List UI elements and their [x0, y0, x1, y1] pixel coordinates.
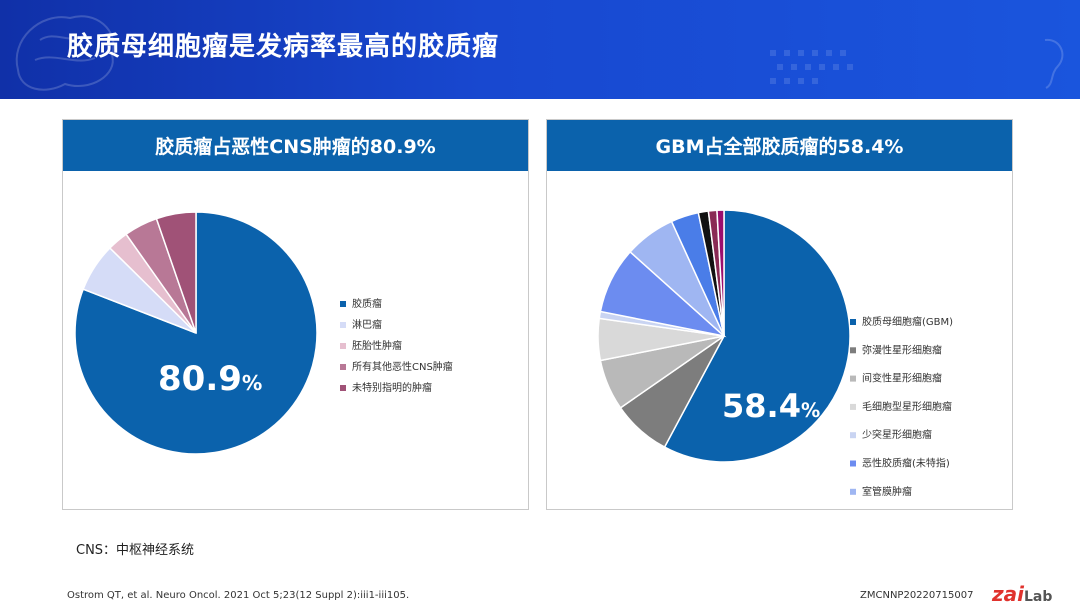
header-banner: 胶质母细胞瘤是发病率最高的胶质瘤: [0, 0, 1080, 99]
center-percentage: 58.4%: [722, 387, 820, 425]
legend-label: 毛细胞型星形细胞瘤: [862, 400, 952, 413]
legend-label: 恶性胶质瘤(未特指): [862, 457, 950, 470]
legend-swatch: [850, 319, 856, 325]
legend-swatch: [340, 385, 346, 391]
legend-label: 淋巴瘤: [352, 318, 382, 331]
legend-swatch: [850, 460, 856, 467]
banner-decoration: [15, 15, 1064, 91]
legend-swatch: [340, 301, 346, 307]
page-title: 胶质母细胞瘤是发病率最高的胶质瘤: [67, 32, 500, 62]
legend-swatch: [850, 375, 856, 382]
legend-label: 胶质母细胞瘤(GBM): [862, 315, 953, 328]
citation: Ostrom QT, et al. Neuro Oncol. 2021 Oct …: [67, 590, 410, 601]
legend-swatch: [850, 432, 856, 439]
legend-label: 少突星形细胞瘤: [862, 428, 932, 441]
legend-label: 胚胎性肿瘤: [352, 339, 402, 352]
chart-panel-gbm: GBM占全部胶质瘤的58.4% 胶质母细胞瘤(GBM) 弥漫性星形细胞瘤 间变性星形…: [546, 119, 1013, 510]
abbreviation-note: CNS：中枢神经系统: [76, 543, 195, 558]
pie-slice: [716, 209, 725, 337]
legend-label: 胶质瘤: [352, 297, 382, 310]
legend-label: 弥漫性星形细胞瘤: [862, 343, 942, 356]
document-code: ZMCNNP20220715007: [860, 590, 974, 601]
chart-title: GBM占全部胶质瘤的58.4%: [547, 120, 1012, 171]
center-percentage: 80.9%: [158, 359, 262, 399]
pie-slice: [663, 209, 851, 463]
legend-swatch: [340, 343, 346, 349]
chart-title: 胶质瘤占恶性CNS肿瘤的80.9%: [63, 120, 528, 171]
legend-swatch: [850, 347, 856, 354]
legend-label: 所有其他恶性CNS肿瘤: [352, 360, 453, 373]
legend-label: 间变性星形细胞瘤: [862, 372, 942, 385]
legend-swatch: [340, 364, 346, 370]
chart-panel-glioma: 胶质瘤占恶性CNS肿瘤的80.9% 胶质瘤淋巴瘤胚胎性肿瘤所有其他恶性CNS肿瘤…: [62, 119, 529, 510]
pie-slice: [155, 211, 197, 334]
legend-swatch: [850, 403, 856, 410]
legend-swatch: [340, 322, 346, 328]
legend-swatch: [850, 488, 856, 495]
legend-label: 未特别指明的肿瘤: [352, 381, 432, 394]
legend-label: 室管膜肿瘤: [862, 485, 912, 498]
zailab-logo: zaiLab: [992, 582, 1053, 606]
pie-chart-gbm: 胶质母细胞瘤(GBM) 弥漫性星形细胞瘤间变性星形细胞瘤毛细胞型星形细胞瘤少突星形…: [597, 209, 953, 498]
